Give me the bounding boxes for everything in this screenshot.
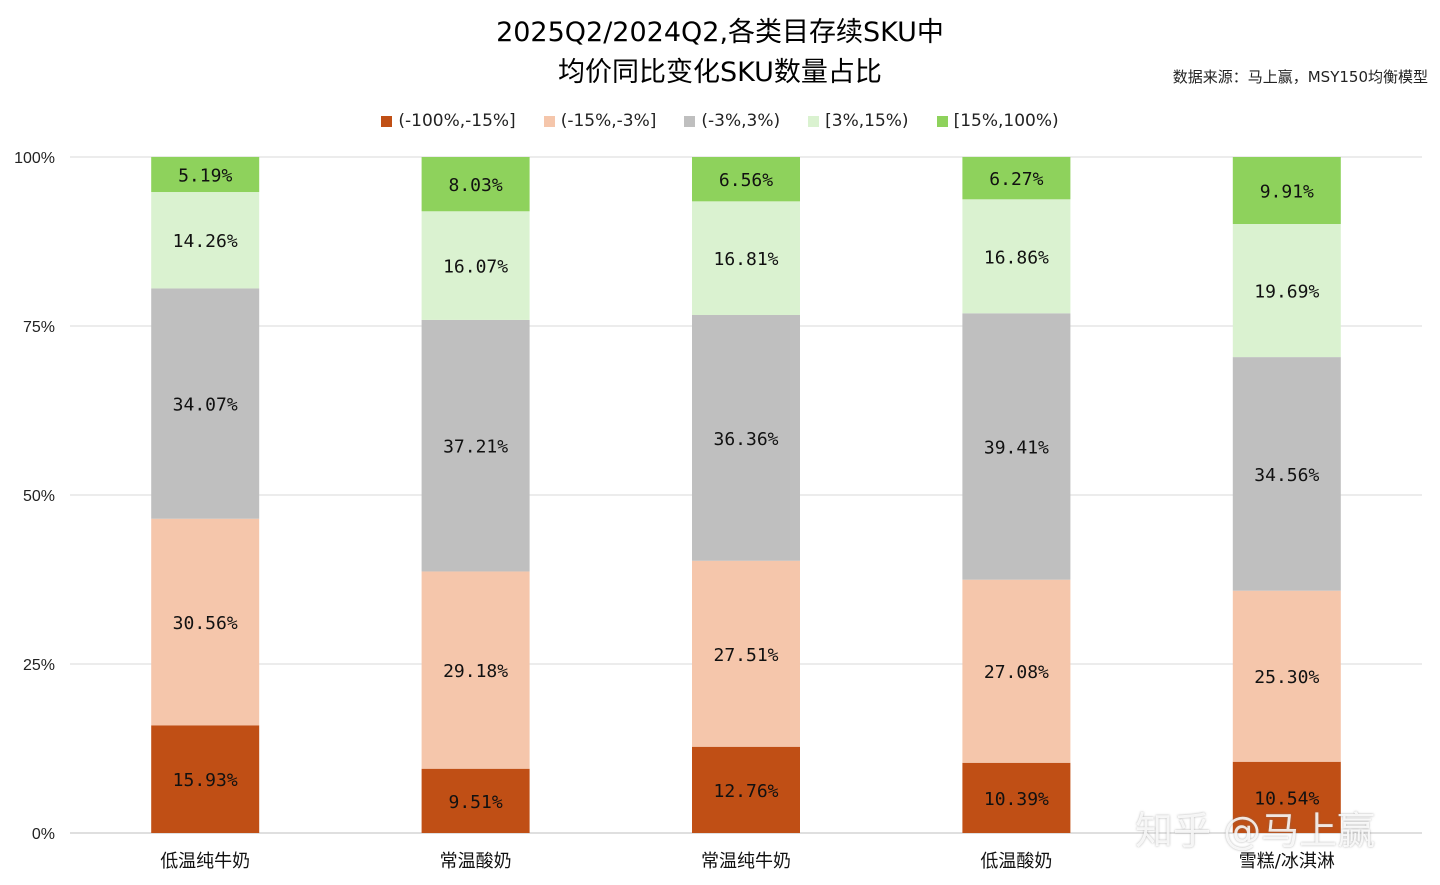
bar-segment — [421, 768, 530, 833]
bar-segment — [962, 199, 1071, 314]
data-label: 37.21% — [443, 437, 508, 458]
bar-segment — [1232, 223, 1341, 358]
data-label: 30.56% — [173, 613, 238, 634]
data-label: 10.54% — [1254, 788, 1319, 809]
y-tick-label: 25% — [23, 657, 55, 674]
bar-segment — [151, 192, 260, 289]
legend-label: [15%,100%) — [953, 111, 1059, 131]
data-label: 34.07% — [173, 395, 238, 416]
data-label: 27.08% — [984, 662, 1049, 683]
bar-segment — [151, 156, 260, 193]
data-label: 15.93% — [173, 770, 238, 791]
data-label: 19.69% — [1254, 282, 1319, 303]
x-tick-label: 低温酸奶 — [980, 851, 1052, 872]
data-label: 10.39% — [984, 789, 1049, 810]
legend-swatch — [684, 115, 696, 127]
data-label: 9.51% — [449, 792, 503, 813]
legend-label: (-3%,3%) — [701, 111, 781, 131]
data-label: 8.03% — [449, 175, 503, 196]
legend-swatch — [808, 115, 820, 127]
bar-segment — [1232, 590, 1341, 762]
legend-swatch — [936, 115, 948, 127]
data-label: 12.76% — [713, 781, 778, 802]
x-tick-label: 雪糕/冰淇淋 — [1239, 851, 1335, 872]
x-tick-label: 低温纯牛奶 — [160, 851, 250, 872]
bar-segment — [151, 288, 260, 519]
legend: (-100%,-15%] (-15%,-3%] (-3%,3%) [3%,15%) [1… — [0, 111, 1440, 131]
data-label: 14.26% — [173, 231, 238, 252]
bar-segment — [692, 314, 800, 561]
data-label: 25.30% — [1254, 667, 1319, 688]
data-label: 16.07% — [443, 257, 508, 278]
legend-item: [3%,15%) — [808, 111, 909, 131]
data-label: 9.91% — [1260, 181, 1314, 202]
bar-segment — [962, 313, 1071, 580]
bar-segment — [962, 579, 1071, 763]
legend-swatch — [381, 115, 393, 127]
data-label: 16.86% — [984, 247, 1049, 268]
legend-item: (-100%,-15%] — [381, 111, 516, 131]
bar-segment — [1232, 761, 1341, 833]
data-label: 6.27% — [989, 169, 1043, 190]
bar-segment — [692, 201, 800, 315]
bar-segment — [1232, 157, 1341, 224]
legend-item: [15%,100%) — [936, 111, 1059, 131]
data-label: 27.51% — [713, 645, 778, 666]
legend-label: [3%,15%) — [825, 111, 909, 131]
data-label: 29.18% — [443, 661, 508, 682]
legend-swatch — [543, 115, 555, 127]
y-tick-label: 100% — [14, 150, 55, 167]
bar-segment — [151, 725, 260, 833]
y-tick-label: 75% — [23, 319, 55, 336]
legend-item: (-3%,3%) — [684, 111, 780, 131]
bar-segment — [692, 560, 800, 747]
watermark: 知乎 @马上赢 — [1135, 809, 1376, 853]
data-label: 6.56% — [719, 170, 773, 191]
bar-segment — [962, 156, 1071, 200]
bar-segment — [421, 157, 530, 212]
y-tick-label: 0% — [32, 826, 55, 843]
data-label: 39.41% — [984, 437, 1049, 458]
chart-title-line1: 2025Q2/2024Q2,各类目存续SKU中 — [496, 17, 944, 48]
bar-segment — [151, 518, 260, 726]
chart-title-line2: 均价同比变化SKU数量占比 — [558, 57, 882, 88]
bar-segment — [421, 319, 530, 572]
bar-segment — [421, 571, 530, 769]
bar-segment — [692, 157, 800, 202]
legend-label: (-100%,-15%] — [398, 111, 516, 131]
data-label: 34.56% — [1254, 465, 1319, 486]
data-label: 36.36% — [713, 429, 778, 450]
bar-segment — [421, 211, 530, 320]
bar-segment — [1232, 357, 1341, 591]
bar-segment — [962, 762, 1071, 833]
data-label: 16.81% — [713, 249, 778, 270]
y-tick-label: 50% — [23, 488, 55, 505]
x-tick-label: 常温酸奶 — [440, 851, 512, 872]
bar-segment — [692, 746, 800, 833]
legend-label: (-15%,-3%] — [560, 111, 657, 131]
legend-item: (-15%,-3%] — [543, 111, 657, 131]
source-note: 数据来源：马上赢，MSY150均衡模型 — [1172, 68, 1428, 86]
data-label: 5.19% — [178, 165, 232, 186]
x-tick-label: 常温纯牛奶 — [701, 851, 791, 872]
